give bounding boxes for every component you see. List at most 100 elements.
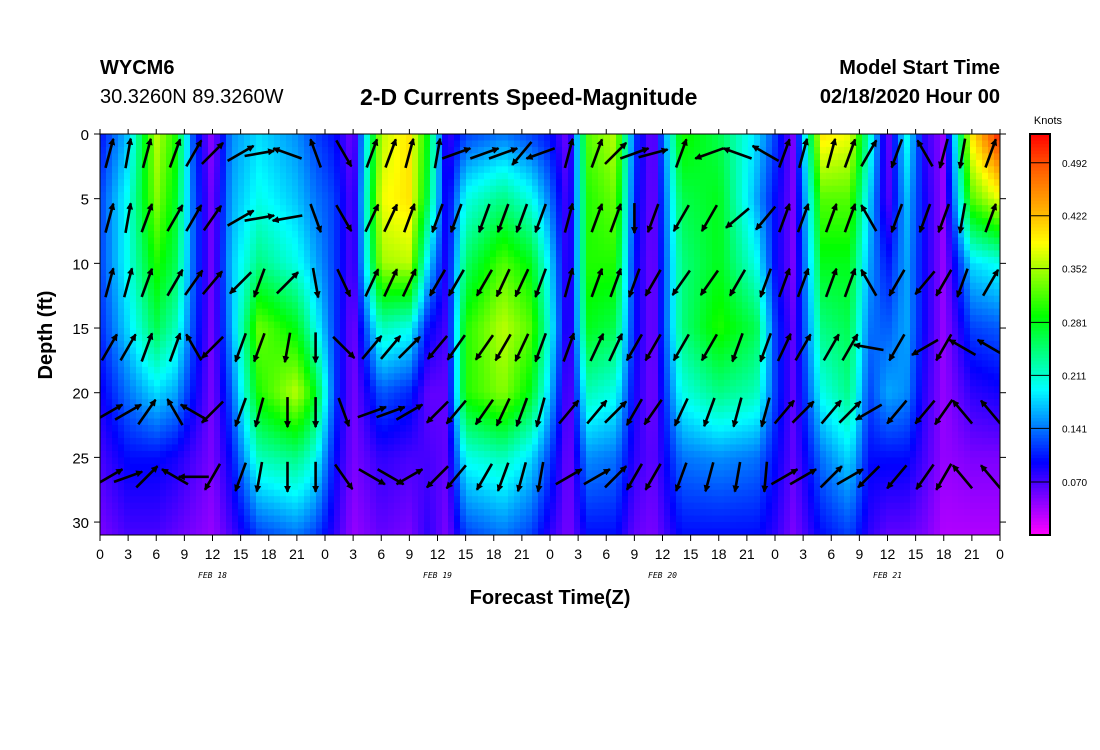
heatmap-cell (466, 231, 473, 239)
heatmap-cell (322, 373, 329, 381)
heatmap-cell (256, 515, 263, 523)
heatmap-cell (130, 496, 137, 504)
heatmap-cell (514, 347, 521, 355)
heatmap-cell (292, 450, 299, 458)
heatmap-cell (532, 153, 539, 161)
heatmap-cell (274, 179, 281, 187)
heatmap-cell (574, 360, 581, 368)
heatmap-cell (418, 237, 425, 245)
heatmap-cell (280, 243, 287, 252)
heatmap-cell (166, 146, 173, 155)
heatmap-cell (460, 243, 467, 252)
heatmap-cell (304, 250, 311, 258)
heatmap-cell (184, 328, 191, 336)
heatmap-cell (454, 457, 461, 465)
heatmap-cell (280, 256, 287, 264)
heatmap-cell (346, 412, 353, 420)
heatmap-cell (574, 237, 581, 245)
heatmap-cell (154, 146, 161, 155)
heatmap-cell (124, 444, 131, 452)
heatmap-cell (520, 522, 527, 530)
heatmap-cell (328, 172, 335, 180)
heatmap-cell (436, 179, 443, 187)
heatmap-cell (316, 276, 323, 284)
heatmap-cell (496, 218, 503, 226)
heatmap-cell (508, 218, 515, 226)
heatmap-cell (238, 515, 245, 523)
heatmap-cell (466, 179, 473, 187)
heatmap-cell (304, 315, 311, 323)
heatmap-cell (292, 476, 299, 484)
heatmap-cell (280, 457, 287, 465)
heatmap-cell (544, 302, 551, 310)
heatmap-cell (568, 444, 575, 452)
heatmap-cell (580, 328, 587, 336)
heatmap-cell (532, 425, 539, 433)
heatmap-cell (256, 360, 263, 368)
heatmap-cell (202, 302, 209, 310)
heatmap-cell (418, 347, 425, 355)
heatmap-cell (106, 444, 113, 452)
heatmap-cell (214, 489, 221, 497)
heatmap-cell (424, 425, 431, 433)
heatmap-cell (376, 444, 383, 452)
heatmap-cell (376, 166, 383, 174)
heatmap-cell (142, 476, 149, 484)
heatmap-cell (538, 198, 545, 206)
heatmap-cell (250, 159, 257, 167)
heatmap-cell (382, 269, 389, 277)
heatmap-cell (274, 198, 281, 206)
heatmap-cell (568, 308, 575, 316)
heatmap-cell (406, 224, 413, 232)
heatmap-cell (376, 153, 383, 161)
heatmap-cell (430, 302, 437, 310)
heatmap-cell (574, 353, 581, 361)
heatmap-cell (274, 347, 281, 355)
heatmap-cell (154, 243, 161, 252)
heatmap-cell (328, 269, 335, 277)
heatmap-cell (466, 366, 473, 374)
heatmap-cell (574, 483, 581, 491)
heatmap-cell (292, 386, 299, 394)
heatmap-cell (484, 418, 491, 426)
heatmap-cell (496, 463, 503, 471)
heatmap-cell (550, 159, 557, 167)
heatmap-cell (526, 256, 533, 264)
heatmap-cell (334, 444, 341, 452)
heatmap-cell (406, 166, 413, 174)
heatmap-cell (232, 295, 239, 303)
heatmap-cell (244, 192, 251, 200)
heatmap-cell (466, 502, 473, 510)
heatmap-cell (250, 205, 257, 213)
heatmap-cell (358, 373, 365, 381)
heatmap-cell (574, 392, 581, 400)
heatmap-cell (256, 243, 263, 252)
heatmap-cell (148, 172, 155, 180)
heatmap-cell (478, 146, 485, 155)
heatmap-cell (244, 412, 251, 420)
heatmap-cell (370, 431, 377, 439)
heatmap-cell (346, 405, 353, 413)
heatmap-cell (466, 198, 473, 206)
heatmap-cell (340, 282, 347, 290)
heatmap-cell (568, 282, 575, 290)
heatmap-cell (544, 502, 551, 510)
heatmap-cell (346, 269, 353, 277)
heatmap-cell (154, 295, 161, 303)
heatmap-cell (502, 146, 509, 155)
heatmap-cell (454, 483, 461, 491)
heatmap-cell (532, 237, 539, 245)
heatmap-cell (118, 308, 125, 316)
heatmap-cell (322, 386, 329, 394)
heatmap-cell (358, 205, 365, 213)
heatmap-cell (298, 353, 305, 361)
heatmap-cell (370, 153, 377, 161)
heatmap-cell (376, 192, 383, 200)
heatmap-cell (400, 308, 407, 316)
heatmap-cell (328, 379, 335, 387)
heatmap-cell (376, 198, 383, 206)
heatmap-cell (274, 528, 281, 535)
heatmap-cell (154, 302, 161, 310)
heatmap-cell (118, 528, 125, 535)
heatmap-cell (394, 340, 401, 349)
